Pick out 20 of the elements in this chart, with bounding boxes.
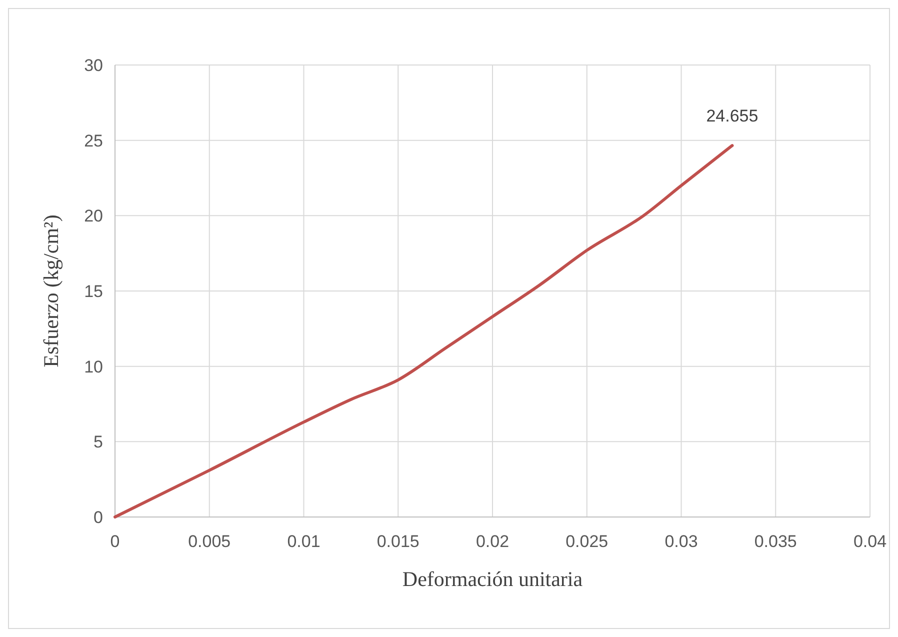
x-tick-label: 0.03 (664, 532, 698, 551)
y-tick-label: 0 (94, 508, 103, 527)
y-tick-label: 20 (84, 206, 103, 226)
x-tick-label: 0.005 (188, 532, 231, 551)
x-tick-label: 0.02 (476, 532, 510, 551)
y-tick-label: 10 (84, 357, 103, 376)
y-axis-title: Esfuerzo (kg/cm²) (39, 214, 63, 368)
x-axis-title: Deformación unitaria (402, 567, 584, 591)
x-tick-label: 0 (110, 532, 120, 551)
x-tick-label: 0.025 (566, 532, 608, 551)
y-tick-label: 5 (94, 432, 103, 452)
y-tick-label: 30 (84, 56, 103, 75)
y-tick-label: 15 (84, 282, 103, 301)
x-tick-label: 0.04 (853, 532, 887, 551)
line-series (114, 144, 734, 518)
x-tick-label: 0.015 (376, 532, 420, 551)
x-tick-label: 0.01 (287, 532, 320, 551)
y-tick-label: 25 (84, 131, 103, 150)
x-tick-label: 0.035 (754, 532, 797, 551)
annotation: 24.655 (706, 106, 758, 126)
